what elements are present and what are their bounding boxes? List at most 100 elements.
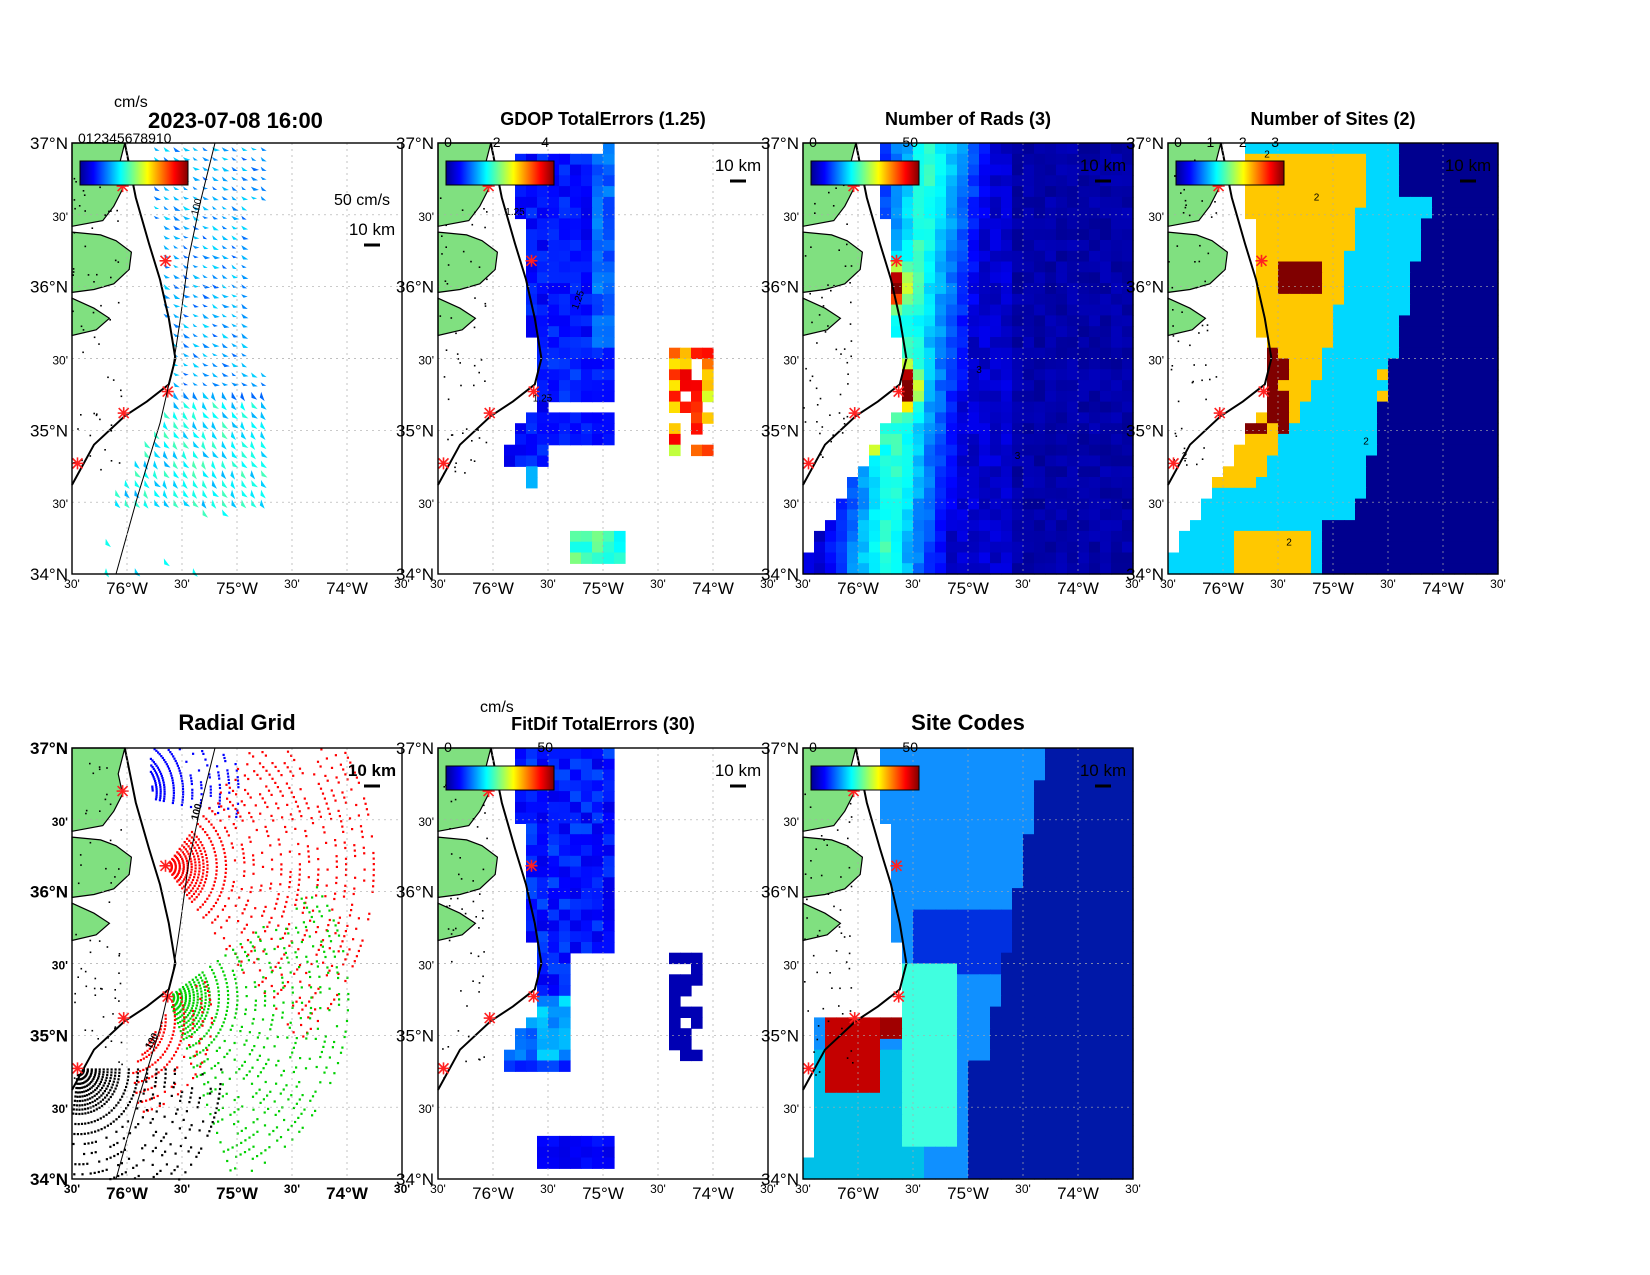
lon-tick-label: 75°W — [582, 1184, 624, 1203]
lat-tick-label: 36°N — [1126, 278, 1164, 297]
colorbar — [445, 160, 555, 186]
radar-site-marker — [890, 859, 903, 872]
isobath-label: 100 — [190, 197, 205, 216]
lat-tick-label: 34°N — [1126, 565, 1164, 584]
lat-tick-label: 30' — [783, 959, 799, 973]
lon-tick-label: 74°W — [326, 1184, 369, 1203]
panel-title: Number of Rads (3) — [885, 109, 1051, 129]
lon-tick-label: 30' — [795, 577, 811, 591]
scale-bar-label: 10 km — [348, 761, 396, 780]
lat-tick-label: 35°N — [30, 1026, 68, 1045]
radar-site-marker — [802, 1062, 815, 1075]
lon-tick-label: 74°W — [1057, 1184, 1099, 1203]
map-panel-p6: 37°N30'36°N30'35°N30'34°N30' 76°W 30' 75°W 3… — [396, 699, 776, 1203]
radar-site-marker — [802, 457, 815, 470]
radar-site-marker — [527, 385, 540, 398]
lat-tick-label: 35°N — [396, 421, 434, 440]
lon-tick-label: 30' — [1015, 577, 1031, 591]
contour-label: 2 — [1264, 149, 1270, 160]
lon-tick-label: 30' — [1270, 577, 1286, 591]
radar-site-marker — [890, 254, 903, 267]
lon-tick-label: 30' — [1125, 577, 1141, 591]
radar-site-marker — [116, 785, 129, 798]
graticule — [438, 748, 768, 1179]
contour-label: 2 — [1286, 537, 1292, 548]
lat-tick-label: 35°N — [30, 421, 68, 440]
radar-site-marker — [437, 457, 450, 470]
lon-tick-label: 30' — [650, 1182, 666, 1196]
map-frame — [437, 142, 769, 575]
lat-tick-label: 35°N — [761, 1026, 799, 1045]
colorbar-tick-label: 50 — [902, 134, 918, 150]
lat-tick-label: 34°N — [761, 1170, 799, 1189]
lon-tick-label: 30' — [905, 1182, 921, 1196]
lat-tick-label: 30' — [783, 210, 799, 224]
lon-tick-label: 74°W — [1422, 579, 1464, 598]
scale-bar-label: 10 km — [1445, 156, 1491, 175]
land-mass — [802, 836, 864, 899]
lat-tick-label: 30' — [52, 959, 68, 973]
colorbar-tick-label: 50 — [902, 739, 918, 755]
lat-tick-label: 36°N — [761, 278, 799, 297]
lon-tick-label: 30' — [760, 1182, 776, 1196]
lat-tick-label: 30' — [52, 497, 68, 511]
radar-site-marker — [1213, 407, 1226, 420]
graticule — [1168, 143, 1498, 574]
lat-tick-label: 36°N — [30, 278, 68, 297]
lon-tick-label: 74°W — [692, 579, 734, 598]
lon-tick-label: 30' — [540, 577, 556, 591]
radar-site-marker — [525, 254, 538, 267]
colorbar-tick-label: 0 — [809, 134, 817, 150]
gridded-field — [1168, 143, 1499, 575]
gridded-field — [803, 143, 1134, 575]
lat-tick-label: 36°N — [30, 883, 68, 902]
lon-tick-label: 76°W — [1202, 579, 1244, 598]
lat-tick-label: 30' — [783, 1102, 799, 1116]
land-mass — [71, 836, 133, 899]
lat-tick-label: 36°N — [396, 278, 434, 297]
lon-tick-label: 30' — [64, 1182, 80, 1196]
lon-tick-label: 76°W — [106, 579, 148, 598]
map-frame — [437, 747, 769, 1180]
graticule — [72, 748, 402, 1179]
lat-tick-label: 36°N — [761, 883, 799, 902]
panel-title: GDOP TotalErrors (1.25) — [500, 109, 705, 129]
panel-title: Radial Grid — [178, 710, 295, 735]
lon-tick-label: 74°W — [326, 579, 368, 598]
scale-bar-label: 10 km — [349, 220, 395, 239]
map-panel-p7: 37°N30'36°N30'35°N30'34°N30' 76°W 30' 75°W 3… — [761, 710, 1141, 1203]
radar-site-marker — [892, 385, 905, 398]
isobath-label: 100 — [190, 802, 205, 821]
scale-bar-label: 10 km — [1080, 761, 1126, 780]
isobath — [115, 142, 216, 575]
radar-site-marker — [71, 1062, 84, 1075]
colorbar-tick-label: 1 — [1207, 134, 1215, 150]
panel-title: Site Codes — [911, 710, 1025, 735]
colorbar-tick-label: 0 — [1174, 134, 1182, 150]
graticule — [438, 143, 768, 574]
panel-title: FitDif TotalErrors (30) — [511, 714, 695, 734]
map-frame — [802, 142, 1134, 575]
lat-tick-label: 35°N — [396, 1026, 434, 1045]
lon-tick-label: 30' — [650, 577, 666, 591]
colorbar-tick-label: 0 — [809, 739, 817, 755]
radar-site-marker — [527, 990, 540, 1003]
lon-tick-label: 30' — [1380, 577, 1396, 591]
scale-bar-label: 10 km — [1080, 156, 1126, 175]
colorbar-tick-label: 3 — [1271, 134, 1279, 150]
land-mass — [437, 231, 499, 294]
contour-label: 2 — [1182, 451, 1188, 462]
contour-label: 3 — [1015, 451, 1021, 462]
colorbar-unit: cm/s — [480, 699, 514, 716]
colorbar — [1175, 160, 1285, 186]
graticule — [803, 143, 1133, 574]
colorbar-tick-label: 2 — [493, 134, 501, 150]
map-frame — [802, 747, 1134, 1180]
lat-tick-label: 36°N — [396, 883, 434, 902]
lat-tick-label: 30' — [1148, 210, 1164, 224]
current-vectors — [104, 147, 268, 578]
lat-tick-label: 30' — [1148, 497, 1164, 511]
isobath — [115, 747, 216, 1180]
lon-tick-label: 30' — [394, 577, 410, 591]
